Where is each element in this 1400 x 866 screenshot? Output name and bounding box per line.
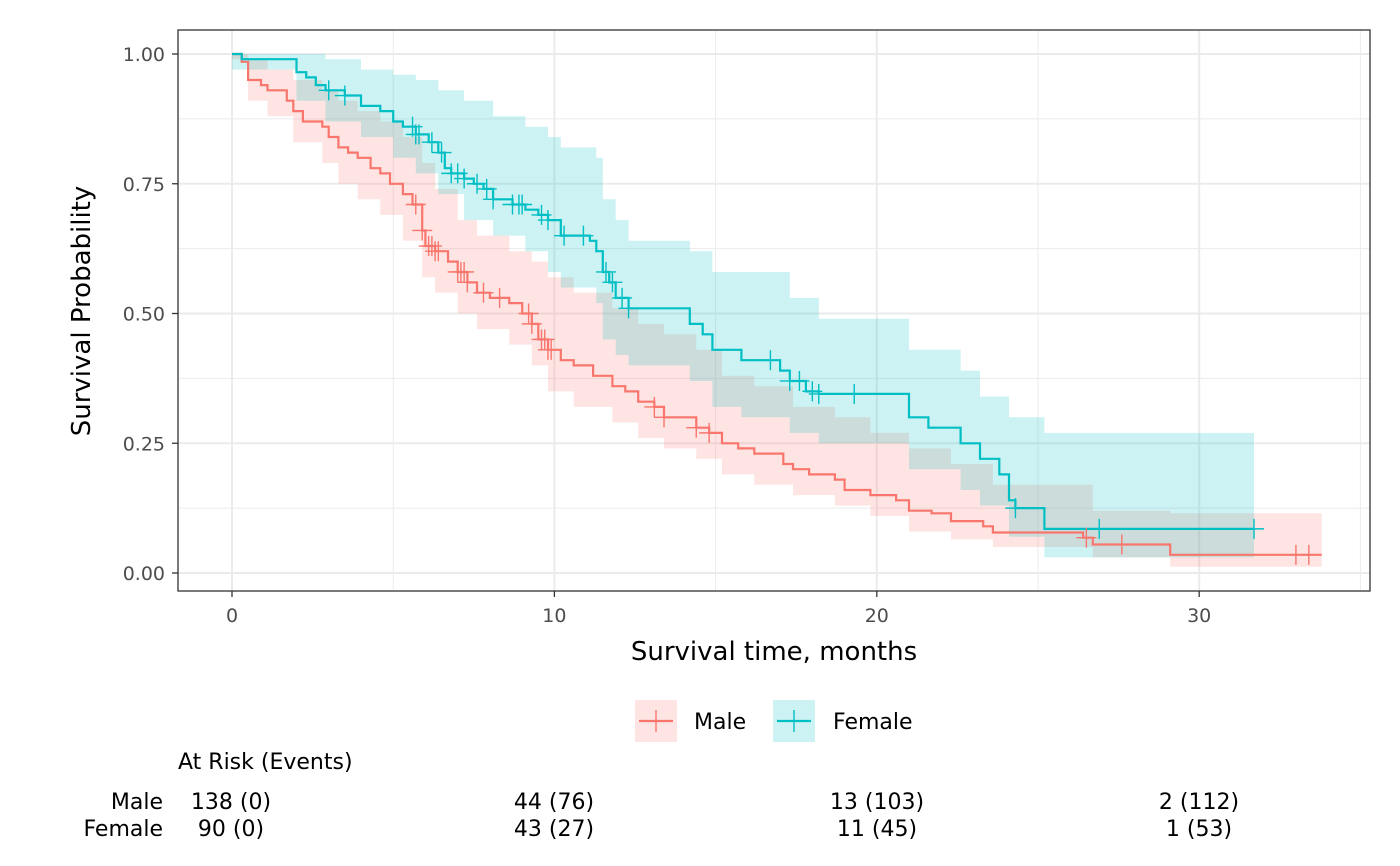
grid-lines: [178, 30, 1370, 591]
censor-mark-female: [512, 194, 533, 215]
panel-background: [178, 30, 1370, 591]
y-tick-label: 0.25: [123, 433, 165, 455]
censor-mark-male: [644, 396, 665, 417]
censor-mark-female: [1005, 498, 1026, 519]
censor-mark-male: [686, 417, 707, 438]
y-tick-label: 0.75: [123, 174, 165, 196]
censor-mark-female: [318, 80, 339, 101]
risk-table: At Risk (Events) Male Female 138 (0) 44 …: [83, 750, 1239, 842]
x-tick-label: 10: [542, 605, 566, 627]
survival-curve-female: [232, 52, 1254, 530]
censor-mark-female: [612, 287, 633, 308]
censor-mark-male: [412, 220, 433, 241]
x-tick-label: 20: [865, 605, 889, 627]
censor-mark-female: [595, 261, 616, 282]
risk-row-label-female: Female: [83, 817, 163, 842]
risk-cell: 1 (53): [1166, 817, 1232, 842]
censor-mark-male: [1111, 534, 1132, 555]
legend-item-male: Male: [635, 700, 746, 742]
y-tick-label: 0.00: [123, 563, 165, 585]
censor-mark-male: [428, 241, 449, 262]
censor-mark-female: [421, 132, 442, 153]
censor-mark-female: [476, 178, 497, 199]
censor-mark-female: [1089, 518, 1110, 539]
risk-cell: 2 (112): [1159, 790, 1239, 815]
censor-mark-female: [760, 350, 781, 371]
censor-mark-male: [654, 407, 675, 428]
legend-label-male: Male: [694, 710, 746, 735]
censor-mark-male: [405, 194, 426, 215]
x-axis-title: Survival time, months: [631, 637, 917, 667]
axes: 0 10 20 30 0.00 0.25 0.50 0.75 1.00: [123, 44, 1212, 627]
censor-mark-male: [473, 282, 494, 303]
risk-cell: 44 (76): [514, 790, 594, 815]
censor-mark-female: [573, 225, 594, 246]
censor-mark-male: [541, 339, 562, 360]
confidence-band-female: [232, 54, 1254, 558]
x-tick-label: 0: [226, 605, 238, 627]
legend: Male Female: [635, 700, 913, 742]
risk-cell: 11 (45): [837, 817, 917, 842]
censor-mark-male: [1298, 544, 1319, 565]
risk-cell: 138 (0): [191, 790, 271, 815]
censor-mark-female: [808, 383, 829, 404]
confidence-band-male: [232, 54, 1322, 567]
censor-mark-female: [454, 168, 475, 189]
censor-mark-female: [789, 370, 810, 391]
censor-mark-female: [554, 225, 575, 246]
censor-mark-female: [431, 142, 452, 163]
censor-mark-female: [483, 189, 504, 210]
y-tick-label: 0.50: [123, 304, 165, 326]
censor-mark-female: [537, 210, 558, 231]
risk-cell: 13 (103): [830, 790, 924, 815]
censor-marks: [318, 80, 1319, 565]
censor-mark-female: [467, 173, 488, 194]
censor-mark-female: [408, 124, 429, 145]
risk-cell: 43 (27): [514, 817, 594, 842]
y-tick-label: 1.00: [123, 44, 165, 66]
censor-mark-male: [534, 329, 555, 350]
legend-item-female: Female: [773, 700, 913, 742]
censor-mark-male: [454, 261, 475, 282]
risk-row-label-male: Male: [111, 790, 163, 815]
censor-mark-female: [1244, 518, 1265, 539]
censor-mark-female: [602, 272, 623, 293]
confidence-bands: [232, 54, 1322, 567]
y-axis-title: Survival Probability: [67, 186, 97, 437]
censor-mark-female: [334, 85, 355, 106]
censor-mark-male: [699, 422, 720, 443]
censor-mark-male: [1076, 527, 1097, 548]
panel-border: [177, 29, 1371, 592]
risk-cell: 90 (0): [198, 817, 264, 842]
censor-mark-male: [521, 313, 542, 334]
censor-mark-male: [518, 303, 539, 324]
censor-mark-male: [457, 272, 478, 293]
censor-mark-female: [844, 383, 865, 404]
censor-mark-male: [489, 287, 510, 308]
censor-mark-female: [618, 298, 639, 319]
x-tick-label: 30: [1187, 605, 1211, 627]
legend-label-female: Female: [833, 710, 913, 735]
risk-table-title: At Risk (Events): [178, 750, 353, 775]
